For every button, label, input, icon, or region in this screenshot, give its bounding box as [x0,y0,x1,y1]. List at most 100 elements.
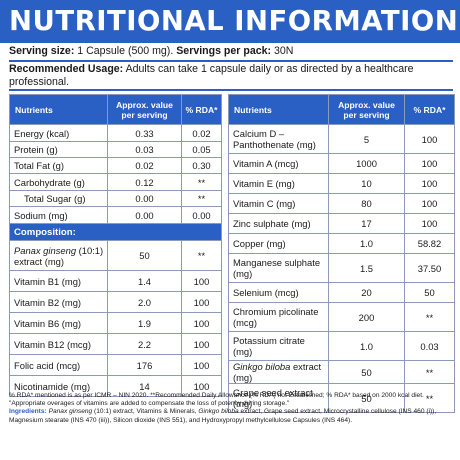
serving-info: Serving size: 1 Capsule (500 mg). Servin… [9,45,454,58]
table-row: Chromium picolinate (mcg) 200 ** [228,302,455,332]
usage-info: Recommended Usage: Adults can take 1 cap… [9,63,454,89]
nutrient-name: Energy (kcal) [9,124,108,142]
nutrient-name: Vitamin B12 (mcg) [9,333,108,355]
nutrient-rda: 50 [404,282,455,303]
table-row: Selenium (mcg) 20 50 [228,282,455,303]
table-row: Nicotinamide (mg) 14 100 [9,375,222,397]
nutrient-rda: 100 [404,193,455,214]
nutrient-name: Panax ginseng (10:1) extract (mg) [9,240,108,271]
nutrient-rda: 0.02 [181,124,222,142]
nutrient-value: 0.03 [107,141,182,158]
nutrient-name-rest: extract (mg) [233,361,322,383]
section-title: Composition: [9,223,222,241]
nutrient-name: Selenium (mcg) [228,282,329,303]
usage-label: Recommended Usage: [9,63,124,75]
servings-per-pack-value: 30N [271,45,294,57]
table-row: Vitamin B6 (mg) 1.9 100 [9,312,222,334]
divider [9,89,453,91]
nutrient-rda: ** [181,240,222,271]
nutrient-rda: 100 [181,270,222,292]
nutrient-value: 0.02 [107,157,182,174]
nutrient-name: Vitamin B2 (mg) [9,291,108,313]
nutrient-rda: 100 [404,173,455,194]
ingredients-text: extract, Grape seed extract, Microcrysta… [9,408,437,424]
nutrient-rda: 100 [181,312,222,334]
table-row: Vitamin E (mg) 10 100 [228,173,455,194]
col-header-value: Approx. value per serving [328,94,405,125]
table-header-row: Nutrients Approx. value per serving % RD… [228,94,455,125]
nutrient-rda: 37.50 [404,253,455,283]
table-row: Total Sugar (g) 0.00 ** [9,190,222,207]
ingredients-text: (10:1) extract, Vitamins & Minerals, [92,408,199,416]
nutrient-value: 0.12 [107,173,182,191]
nutrient-name: Sodium (mg) [9,206,108,224]
nutrient-name: Copper (mg) [228,233,329,254]
nutrient-rda: 100 [404,124,455,154]
page-title: NUTRITIONAL INFORMATION [9,5,459,37]
nutrient-rda: 100 [181,291,222,313]
nutrient-value: 1.0 [328,233,405,254]
nutrient-name: Vitamin B6 (mg) [9,312,108,334]
nutrient-name: Potassium citrate (mg) [228,331,329,361]
table-row: Vitamin A (mcg) 1000 100 [228,153,455,174]
nutrients-table-right: Nutrients Approx. value per serving % RD… [228,94,455,413]
nutrient-rda: 58.82 [404,233,455,254]
nutrient-value: 200 [328,302,405,332]
nutrient-name: Manganese sulphate (mg) [228,253,329,283]
nutrient-name-italic: Ginkgo biloba [233,361,291,372]
usage-text: Adults can take 1 capsule daily or as di… [9,63,414,88]
col-header-rda: % RDA* [181,94,222,125]
table-row: Protein (g) 0.03 0.05 [9,141,222,158]
table-row: Vitamin B1 (mg) 1.4 100 [9,270,222,292]
nutrient-rda: 100 [181,333,222,355]
nutrient-rda: 0.30 [181,157,222,174]
nutrient-name-italic: Panax ginseng [14,244,77,256]
nutrient-name: Vitamin E (mg) [228,173,329,194]
nutrient-value: 10 [328,173,405,194]
nutrient-value: 0.00 [107,206,182,224]
nutrient-rda: 0.05 [181,141,222,158]
table-row: Potassium citrate (mg) 1.0 0.03 [228,331,455,361]
nutrient-name: Carbohydrate (g) [9,173,108,191]
table-row: Ginkgo biloba extract (mg) 50 ** [228,360,455,384]
nutrient-name: Ginkgo biloba extract (mg) [228,360,329,384]
rda-note: % RDA* mentioned is as per ICMR – NIN 20… [9,392,424,408]
nutrient-value: 1.5 [328,253,405,283]
nutrient-value: 0.33 [107,124,182,142]
table-row: Carbohydrate (g) 0.12 ** [9,173,222,191]
nutrient-value: 2.2 [107,333,182,355]
section-row: Composition: [9,223,222,241]
ingredients: Ingredients: Panax ginseng (10:1) extrac… [9,408,454,424]
nutrient-value: 80 [328,193,405,214]
nutrient-name: Total Fat (g) [9,157,108,174]
nutrient-name: Vitamin C (mg) [228,193,329,214]
nutrient-name: Grape seed extract (mg) [228,383,329,413]
nutrient-value: 5 [328,124,405,154]
col-header-value: Approx. value per serving [107,94,182,125]
nutrient-value: 17 [328,213,405,234]
nutrient-value: 0.00 [107,190,182,207]
nutrient-name: Folic acid (mcg) [9,354,108,376]
nutrient-rda: 100 [181,375,222,397]
nutrient-value: 1.9 [107,312,182,334]
table-row: Calcium D – Panthothenate (mg) 5 100 [228,124,455,154]
nutrient-value: 50 [328,360,405,384]
table-row: Manganese sulphate (mg) 1.5 37.50 [228,253,455,283]
table-row: Vitamin B12 (mcg) 2.2 100 [9,333,222,355]
nutrient-rda: 0.03 [404,331,455,361]
nutrient-name: Protein (g) [9,141,108,158]
nutrients-table-left: Nutrients Approx. value per serving % RD… [9,94,222,397]
ingredients-label: Ingredients: [9,408,47,416]
nutrient-value: 2.0 [107,291,182,313]
table-row: Copper (mg) 1.0 58.82 [228,233,455,254]
divider [9,60,453,62]
nutrient-rda: ** [404,302,455,332]
col-header-nutrients: Nutrients [228,94,329,125]
nutrient-value: 20 [328,282,405,303]
nutrient-rda: ** [404,383,455,413]
table-row: Vitamin B2 (mg) 2.0 100 [9,291,222,313]
nutrient-value: 1000 [328,153,405,174]
nutrient-rda: 0.00 [181,206,222,224]
table-row: Total Fat (g) 0.02 0.30 [9,157,222,174]
nutrient-value: 1.4 [107,270,182,292]
